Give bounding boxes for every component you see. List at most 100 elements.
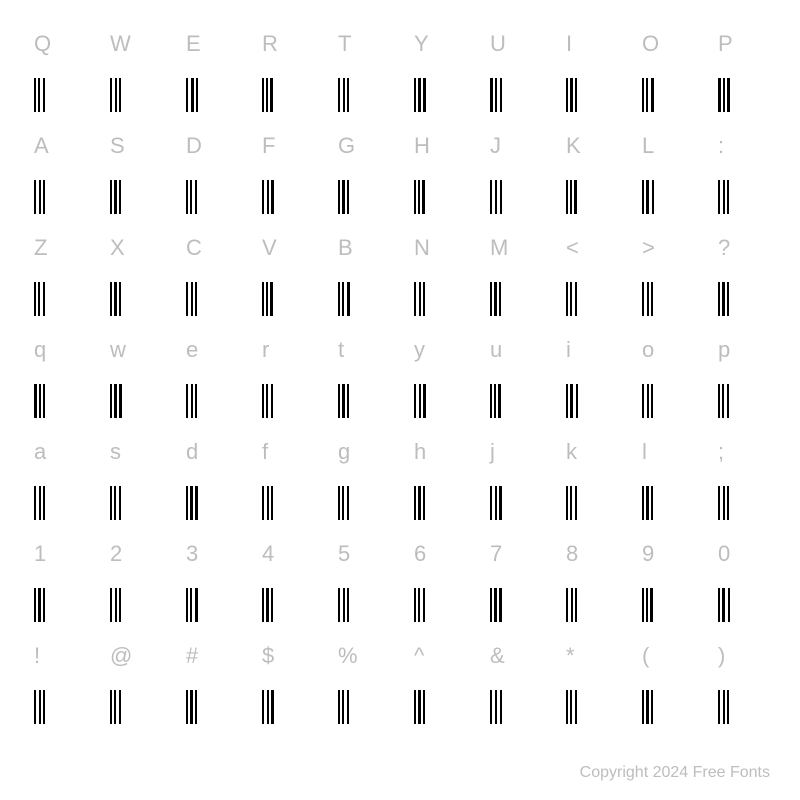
barcode-glyph [186,690,197,724]
barcode-glyph [490,282,501,316]
barcode-glyph [718,180,729,214]
char-label: 2 [110,541,122,567]
char-label-cell: i [552,324,628,375]
barcode-glyph [262,588,273,622]
barcode-glyph [642,690,653,724]
barcode-glyph [262,690,274,724]
char-label-cell: e [172,324,248,375]
char-label-cell: d [172,426,248,477]
barcode-glyph [642,486,653,520]
barcode-cell [324,681,400,732]
char-label: p [718,337,730,363]
char-label: 0 [718,541,730,567]
char-label-cell: K [552,120,628,171]
barcode-cell [20,273,96,324]
barcode-cell [704,69,780,120]
barcode-glyph [642,282,653,316]
barcode-cell [476,69,552,120]
char-label-cell: ( [628,630,704,681]
char-label-cell: Q [20,18,96,69]
char-label-cell: 3 [172,528,248,579]
barcode-glyph [34,486,45,520]
char-label: & [490,643,505,669]
char-label: ( [642,643,649,669]
char-label-cell: ^ [400,630,476,681]
barcode-cell [552,171,628,222]
barcode-glyph [414,180,425,214]
char-label: o [642,337,654,363]
barcode-glyph [642,588,653,622]
barcode-glyph [642,180,654,214]
barcode-glyph [338,78,349,112]
barcode-glyph [642,78,654,112]
char-label: f [262,439,268,465]
char-label-cell: # [172,630,248,681]
barcode-cell [324,171,400,222]
char-label: ! [34,643,40,669]
char-label-cell: % [324,630,400,681]
char-label-cell: o [628,324,704,375]
char-label: A [34,133,49,159]
barcode-glyph [110,180,121,214]
barcode-cell [400,69,476,120]
barcode-glyph [642,384,653,418]
char-label: C [186,235,202,261]
barcode-glyph [338,588,349,622]
char-label: y [414,337,425,363]
char-label: < [566,235,579,261]
barcode-cell [704,273,780,324]
char-label-cell: U [476,18,552,69]
barcode-cell [552,681,628,732]
char-label: s [110,439,121,465]
char-label: # [186,643,198,669]
barcode-cell [400,375,476,426]
char-label-cell: ; [704,426,780,477]
barcode-cell [628,69,704,120]
barcode-glyph [338,690,349,724]
barcode-cell [400,681,476,732]
char-label: R [262,31,278,57]
barcode-cell [628,171,704,222]
barcode-glyph [338,282,350,316]
char-label-cell: T [324,18,400,69]
char-label: q [34,337,46,363]
char-label: > [642,235,655,261]
char-label: $ [262,643,274,669]
char-label: 7 [490,541,502,567]
barcode-cell [20,375,96,426]
barcode-cell [20,681,96,732]
barcode-cell [552,69,628,120]
barcode-cell [248,375,324,426]
char-label: 4 [262,541,274,567]
char-label: a [34,439,46,465]
char-label-cell: L [628,120,704,171]
char-label-cell: H [400,120,476,171]
char-label-cell: ? [704,222,780,273]
char-label-cell: F [248,120,324,171]
char-label-cell: f [248,426,324,477]
char-label-cell: G [324,120,400,171]
char-label-cell: q [20,324,96,375]
barcode-glyph [262,282,273,316]
barcode-cell [172,477,248,528]
barcode-cell [96,69,172,120]
barcode-cell [248,477,324,528]
barcode-cell [476,579,552,630]
barcode-glyph [490,486,502,520]
char-label: ? [718,235,730,261]
char-label: D [186,133,202,159]
barcode-glyph [718,384,729,418]
char-label: d [186,439,198,465]
barcode-cell [704,579,780,630]
barcode-glyph [34,180,45,214]
barcode-cell [628,681,704,732]
barcode-cell [628,273,704,324]
barcode-cell [172,171,248,222]
char-label-cell: a [20,426,96,477]
barcode-glyph [338,486,349,520]
char-label-cell: M [476,222,552,273]
char-label-cell: k [552,426,628,477]
char-label-cell: > [628,222,704,273]
char-label-cell: R [248,18,324,69]
char-label: l [642,439,647,465]
